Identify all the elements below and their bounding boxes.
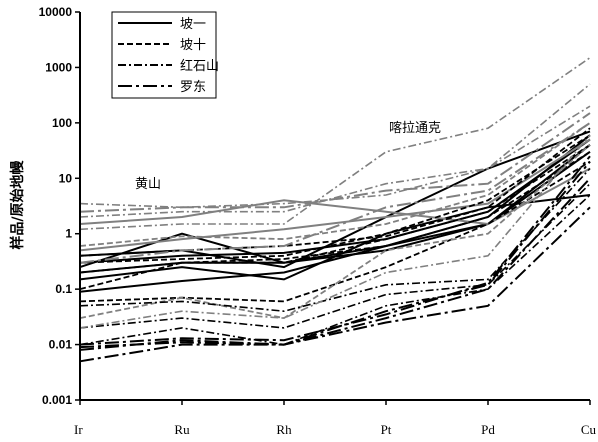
y-tick-label: 0.001 [42, 393, 72, 407]
x-tick-label: Ru [174, 422, 190, 437]
annotation-huangshan: 黄山 [135, 177, 161, 192]
series-line-3-1 [79, 183, 591, 329]
series-line-2-4 [79, 160, 591, 303]
x-tick-label: Pd [481, 422, 495, 437]
series-line-4-2 [79, 177, 591, 363]
legend-box [111, 11, 217, 99]
y-tick-label: 0.1 [55, 282, 72, 296]
y-tick-label: 10 [59, 171, 73, 185]
series-line-2-7 [79, 122, 591, 247]
legend-label: 坡十 [180, 38, 206, 53]
x-tick-label: Pt [381, 422, 392, 437]
y-tick-label: 100 [52, 116, 72, 130]
series-line-3-5 [79, 57, 591, 231]
series-line-2-5 [79, 127, 591, 257]
y-tick-label: 1000 [45, 60, 72, 74]
annotation-kalatongke: 喀拉通克 [389, 120, 441, 136]
series-line-4-4 [79, 155, 591, 346]
series-line-2-1 [79, 134, 591, 264]
x-tick-label: Rh [276, 422, 292, 437]
series-line-4-6 [79, 112, 591, 213]
series-line-1-6 [79, 144, 591, 269]
series-layer [79, 57, 591, 363]
series-line-2-3 [79, 151, 591, 290]
y-tick-label: 1 [65, 227, 72, 241]
series-line-3-6 [79, 83, 591, 209]
y-tick-label: 10000 [39, 5, 73, 19]
series-line-2-2 [79, 144, 591, 274]
x-tick-label: Ir [74, 422, 83, 437]
legend-label: 坡一 [180, 17, 206, 32]
series-line-3-4 [79, 105, 591, 218]
y-tick-label: 0.01 [49, 338, 73, 352]
legend-label: 罗东 [180, 80, 206, 95]
series-line-4-3 [79, 206, 591, 349]
series-line-3-7 [79, 134, 591, 329]
series-line-1-8 [79, 167, 591, 226]
axes-layer [79, 12, 590, 401]
series-line-4-5 [79, 122, 591, 264]
x-tick-label: Cu [581, 422, 597, 437]
series-line-1-1 [79, 134, 591, 293]
series-line-3-2 [79, 194, 591, 346]
y-axis-label: 样品/原始地幔 [9, 159, 26, 249]
series-line-2-6 [79, 144, 591, 320]
series-line-1-7 [79, 138, 591, 252]
legend-label: 红石山 [180, 58, 219, 74]
ticks-layer: 0.001 0.01 0.1 1 10 100 1000 10000 Ir Ru Rh Pt Pd Cu [39, 5, 597, 437]
